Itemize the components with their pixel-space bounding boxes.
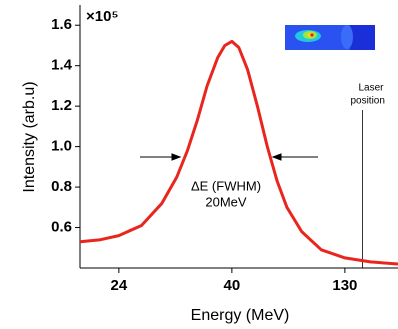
laser-label: Laser — [358, 83, 384, 94]
fwhm-arrows — [140, 154, 318, 160]
y-tick-label: 0.8 — [51, 178, 72, 195]
y-tick-label: 1.4 — [51, 57, 73, 74]
inset-image — [285, 25, 375, 50]
laser-label: position — [350, 96, 384, 107]
x-tick-label: 40 — [224, 277, 241, 294]
chart: Energy (MeV) Intensity (arb.u) ×10⁵ ΔE (… — [0, 0, 398, 329]
fwhm-label: ΔE (FWHM) — [191, 178, 261, 193]
y-tick-label: 0.6 — [51, 219, 72, 236]
x-axis-title: Energy (MeV) — [191, 307, 290, 324]
y-tick-label: 1.0 — [51, 138, 72, 155]
y-axis-title: Intensity (arb.u) — [21, 81, 38, 192]
y-multiplier: ×10⁵ — [86, 8, 119, 25]
y-tick-label: 1.6 — [51, 16, 72, 33]
x-tick-label: 130 — [332, 277, 357, 294]
fwhm-value: 20MeV — [205, 194, 247, 209]
y-tick-label: 1.2 — [51, 97, 72, 114]
data-line — [80, 41, 398, 264]
x-tick-label: 24 — [111, 277, 128, 294]
